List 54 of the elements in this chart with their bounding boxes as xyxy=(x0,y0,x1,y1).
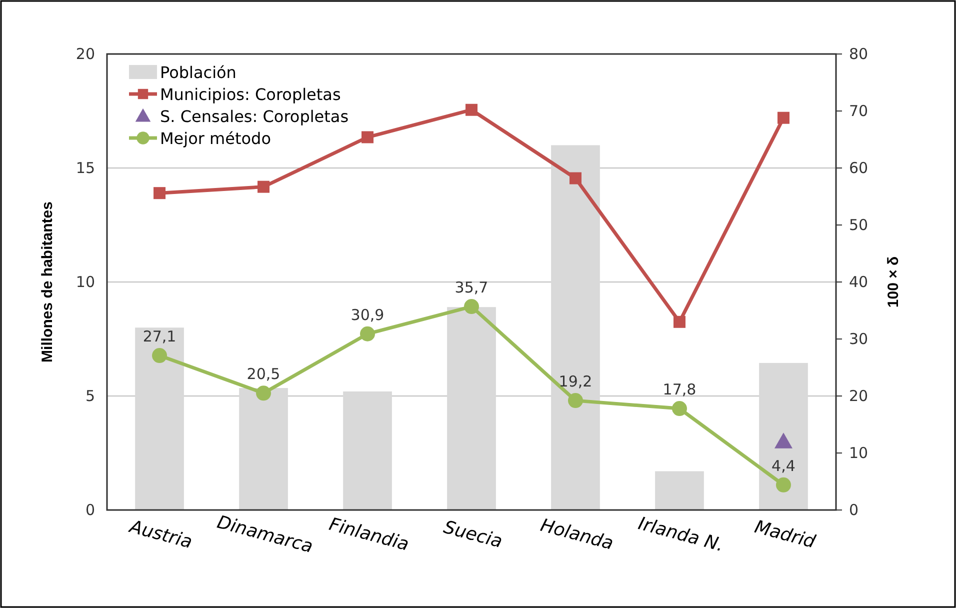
point xyxy=(777,112,790,124)
legend-label: Población xyxy=(160,63,236,82)
bar xyxy=(447,307,496,510)
y2-tick-label: 60 xyxy=(849,159,868,177)
point xyxy=(569,172,582,184)
y-tick-label: 15 xyxy=(76,159,95,177)
legend-label: S. Censales: Coropletas xyxy=(160,107,349,126)
bar xyxy=(343,391,392,510)
point xyxy=(464,299,479,314)
bar xyxy=(551,145,600,510)
point xyxy=(568,393,583,408)
data-label: 27,1 xyxy=(142,328,176,346)
point xyxy=(152,348,168,364)
data-label: 4,4 xyxy=(772,456,796,475)
point xyxy=(154,187,166,200)
data-label: 19,2 xyxy=(558,372,592,391)
bar xyxy=(655,471,704,510)
bar xyxy=(135,328,184,510)
point xyxy=(774,432,792,448)
y2-tick-label: 70 xyxy=(849,102,868,120)
y2-tick-label: 20 xyxy=(849,387,868,405)
x-tick-label: Austria xyxy=(126,516,194,554)
data-label: 35,7 xyxy=(454,278,488,297)
data-label: 17,8 xyxy=(662,380,696,399)
point xyxy=(360,326,376,342)
y2-tick-label: 40 xyxy=(849,273,868,291)
y2-tick-label: 10 xyxy=(849,444,868,462)
y2-tick-label: 80 xyxy=(849,45,868,63)
data-label: 20,5 xyxy=(246,365,280,384)
point xyxy=(256,386,272,401)
x-tick-label: Holanda xyxy=(538,514,616,554)
x-tick-label: Irlanda N. xyxy=(636,513,726,556)
point xyxy=(258,180,270,193)
y-tick-label: 5 xyxy=(85,387,95,405)
bar xyxy=(239,388,288,510)
point xyxy=(672,401,687,416)
legend-label: Municipios: Coropletas xyxy=(160,85,341,104)
y2-tick-label: 30 xyxy=(849,330,868,348)
point xyxy=(466,104,478,116)
x-tick-label: Madrid xyxy=(752,516,818,553)
y2-tick-label: 50 xyxy=(849,216,868,234)
point xyxy=(673,316,686,328)
y-tick-label: 10 xyxy=(76,273,95,291)
point xyxy=(362,131,374,144)
data-label: 30,9 xyxy=(350,306,384,324)
y-tick-label: 20 xyxy=(76,45,95,63)
bar xyxy=(759,362,808,510)
y-tick-label: 0 xyxy=(85,501,95,519)
point xyxy=(776,477,791,492)
legend-label: Mejor método xyxy=(160,129,271,148)
x-tick-label: Suecia xyxy=(441,516,505,553)
y-axis-title: Millones de habitantes xyxy=(39,202,56,362)
y2-axis-title: 100 × δ xyxy=(885,256,902,308)
y2-tick-label: 0 xyxy=(849,501,859,519)
